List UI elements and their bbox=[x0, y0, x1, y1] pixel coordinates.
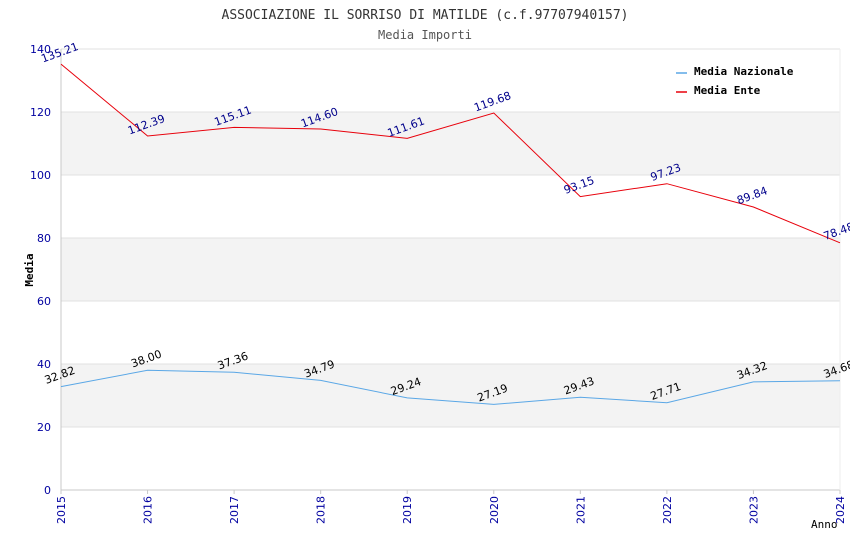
chart-subtitle: Media Importi bbox=[378, 28, 472, 42]
x-tick-label: 2015 bbox=[55, 496, 68, 524]
x-tick-label: 2024 bbox=[834, 496, 847, 524]
y-tick-label: 40 bbox=[37, 358, 51, 371]
x-tick-label: 2020 bbox=[488, 496, 501, 524]
x-tick-label: 2017 bbox=[228, 496, 241, 524]
legend-label-media-ente: Media Ente bbox=[694, 84, 761, 97]
y-tick-label: 120 bbox=[30, 106, 51, 119]
axes bbox=[60, 49, 841, 491]
grid-band-0 bbox=[61, 364, 840, 427]
grid-bands bbox=[61, 112, 840, 427]
data-label: 89.84 bbox=[735, 184, 769, 207]
x-tick-label: 2016 bbox=[142, 496, 155, 524]
chart-title: ASSOCIAZIONE IL SORRISO DI MATILDE (c.f.… bbox=[222, 8, 629, 23]
legend-label-media-nazionale: Media Nazionale bbox=[694, 65, 794, 78]
grid-band-2 bbox=[61, 112, 840, 175]
x-tick-label: 2018 bbox=[315, 496, 328, 524]
y-tick-label: 80 bbox=[37, 232, 51, 245]
x-tick-label: 2019 bbox=[401, 496, 414, 524]
series-line-media-ente bbox=[60, 63, 841, 244]
y-tick-labels: 0 20 40 60 80 100 120 140 bbox=[30, 43, 51, 497]
series-line-media-nazionale bbox=[60, 369, 841, 405]
x-axis-label: Anno bbox=[811, 518, 838, 531]
x-tick-label: 2022 bbox=[661, 496, 674, 524]
y-axis-label: Media bbox=[23, 253, 36, 286]
legend: Media Nazionale Media Ente bbox=[676, 65, 794, 97]
data-label: 119.68 bbox=[472, 89, 513, 114]
y-tick-label: 140 bbox=[30, 43, 51, 56]
series-layer bbox=[60, 63, 841, 405]
y-tick-label: 0 bbox=[44, 484, 51, 497]
x-tick-label: 2023 bbox=[747, 496, 760, 524]
data-label: 93.15 bbox=[562, 174, 596, 197]
grid-band-1 bbox=[61, 238, 840, 301]
y-tick-label: 100 bbox=[30, 169, 51, 182]
x-tick-label: 2021 bbox=[574, 496, 587, 524]
y-tick-label: 20 bbox=[37, 421, 51, 434]
grid-lines bbox=[61, 48, 840, 428]
x-tick-labels: 2015 2016 2017 2018 2019 2020 2021 2022 2023 2024 bbox=[55, 490, 847, 524]
y-tick-label: 60 bbox=[37, 295, 51, 308]
